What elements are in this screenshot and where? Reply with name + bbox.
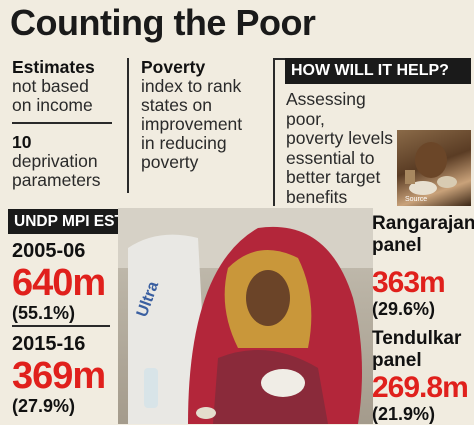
- help-line5: benefits: [286, 186, 348, 207]
- panel-name-line1: Tendulkar: [372, 328, 462, 349]
- estimates-block: Estimates not based on income: [12, 58, 124, 115]
- divider: [273, 58, 275, 206]
- divider: [12, 325, 110, 327]
- poverty-block: Poverty index to rank states on improvem…: [141, 58, 271, 172]
- poverty-line3: improvement: [141, 114, 243, 134]
- panel-name-line2: panel: [372, 350, 422, 371]
- panel-tendulkar: Tendulkar panel 269.8m (21.9%): [372, 328, 474, 425]
- undp-value: 640m: [12, 262, 106, 304]
- undp-entry: 2015-16 369m (27.9%): [12, 333, 122, 417]
- food-photo: [397, 130, 471, 206]
- undp-pct: (27.9%): [12, 396, 76, 416]
- panel-name-line1: Rangarajan: [372, 213, 474, 234]
- panel-rangarajan: Rangarajan panel 363m (29.6%): [372, 213, 474, 320]
- panel-pct: (21.9%): [372, 404, 436, 424]
- photo-credit: Source: [405, 196, 428, 203]
- woman-photo: Ultra: [118, 208, 373, 424]
- parameters-line2: parameters: [12, 170, 101, 190]
- poverty-line2: states on: [141, 95, 213, 115]
- undp-year: 2015-16: [12, 333, 86, 355]
- panel-pct: (29.6%): [372, 299, 436, 319]
- divider: [127, 58, 129, 193]
- page-title: Counting the Poor: [10, 2, 316, 43]
- panel-value: 269.8m: [372, 371, 469, 404]
- help-line3: essential to: [286, 147, 375, 168]
- undp-entry: 2005-06 640m (55.1%): [12, 240, 122, 324]
- parameters-count: 10: [12, 132, 32, 152]
- poverty-line1: index to rank: [141, 76, 242, 96]
- help-line1: Assessing poor,: [286, 89, 366, 129]
- poverty-line4: in reducing: [141, 133, 227, 153]
- undp-year: 2005-06: [12, 240, 86, 262]
- parameters-line1: deprivation: [12, 151, 98, 171]
- undp-value: 369m: [12, 355, 106, 397]
- help-block: Assessing poor, poverty levels essential…: [286, 89, 404, 207]
- help-line2: poverty levels: [286, 128, 393, 148]
- estimates-line1: not based: [12, 76, 89, 96]
- poverty-heading: Poverty: [141, 57, 206, 77]
- divider: [12, 122, 112, 124]
- parameters-block: 10 deprivation parameters: [12, 133, 124, 190]
- panel-value: 363m: [372, 266, 446, 299]
- help-line4: better target: [286, 167, 381, 187]
- help-heading: HOW WILL IT HELP?: [285, 58, 471, 84]
- panel-name-line2: panel: [372, 235, 422, 256]
- poverty-line5: poverty: [141, 152, 199, 172]
- undp-pct: (55.1%): [12, 303, 76, 323]
- divider: [273, 58, 287, 60]
- estimates-line2: on income: [12, 95, 93, 115]
- estimates-heading: Estimates: [12, 57, 95, 77]
